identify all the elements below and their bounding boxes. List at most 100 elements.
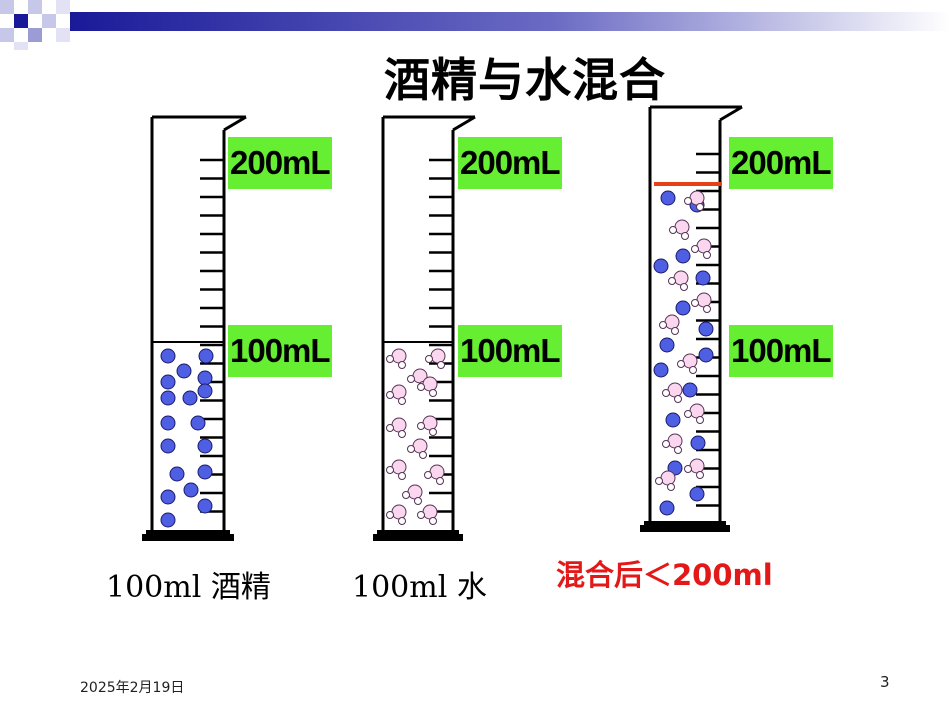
water-particle	[391, 417, 407, 433]
alcohol-particle	[160, 489, 176, 505]
water-particle-h	[398, 430, 406, 438]
water-particle	[660, 470, 676, 486]
water-particle-h	[414, 497, 422, 505]
water-particle-h	[689, 366, 697, 374]
alcohol-particle	[160, 438, 176, 454]
water-particle-h	[655, 477, 663, 485]
water-particle-h	[417, 383, 425, 391]
water-particle	[696, 238, 712, 254]
cylinder-alcohol-spout	[223, 115, 247, 132]
water-particle-h	[703, 251, 711, 259]
water-particle-h	[407, 375, 415, 383]
water-particle	[391, 384, 407, 400]
water-particle-h	[419, 451, 427, 459]
alcohol-particle	[197, 383, 213, 399]
alcohol-particle	[690, 435, 706, 451]
header-band	[0, 0, 950, 50]
water-particle-h	[691, 245, 699, 253]
alcohol-particle	[698, 347, 714, 363]
alcohol-particle	[182, 390, 198, 406]
alcohol-particle	[660, 190, 676, 206]
cylinder-alcohol-base-top	[146, 530, 230, 534]
water-particle-h	[429, 517, 437, 525]
water-particle-h	[402, 491, 410, 499]
water-particle-h	[674, 446, 682, 454]
cylinder-alcohol	[142, 115, 247, 541]
water-particle-h	[668, 277, 676, 285]
water-particle-h	[662, 389, 670, 397]
alcohol-particle	[659, 500, 675, 516]
water-particle-h	[680, 283, 688, 291]
water-particle-h	[684, 410, 692, 418]
alcohol-particle	[675, 300, 691, 316]
water-particle-h	[667, 483, 675, 491]
water-particle-h	[696, 203, 704, 211]
caption-water: 100ml 水	[352, 570, 487, 605]
water-particle-h	[386, 424, 394, 432]
water-particle	[407, 484, 423, 500]
water-particle	[422, 504, 438, 520]
slide-title: 酒精与水混合	[384, 53, 666, 107]
cylinder-water-base	[373, 534, 463, 541]
water-particle-h	[386, 391, 394, 399]
alcohol-particle	[190, 415, 206, 431]
water-particle-h	[674, 395, 682, 403]
water-particle-h	[703, 305, 711, 313]
water-particle-h	[696, 471, 704, 479]
alcohol-particle	[659, 337, 675, 353]
water-particle-h	[684, 197, 692, 205]
water-particle-h	[677, 360, 685, 368]
water-particle-h	[386, 355, 394, 363]
water-particle	[674, 219, 690, 235]
water-particle-h	[437, 361, 445, 369]
checker-squares-icon	[0, 0, 70, 50]
water-particle-h	[671, 327, 679, 335]
water-particle-h	[417, 422, 425, 430]
water-particle-h	[436, 477, 444, 485]
cylinder-water-label-100: 100mL	[458, 325, 562, 377]
alcohol-particle	[160, 512, 176, 528]
water-particle	[412, 438, 428, 454]
cylinder-water-base-top	[377, 530, 459, 534]
water-particle-h	[691, 299, 699, 307]
water-particle-h	[681, 232, 689, 240]
water-particle	[667, 433, 683, 449]
alcohol-particle	[665, 412, 681, 428]
water-particle	[689, 458, 705, 474]
water-particle	[391, 459, 407, 475]
cylinder-alcohol-label-200: 200mL	[228, 137, 332, 189]
footer-date: 2025年2月19日	[80, 680, 185, 696]
cylinder-mixture-label-100: 100mL	[729, 325, 833, 377]
caption-result: 混合后＜200ml	[556, 558, 773, 592]
water-particle	[429, 464, 445, 480]
water-particle-h	[662, 440, 670, 448]
water-particle	[422, 415, 438, 431]
water-particle-h	[429, 389, 437, 397]
water-particle	[664, 314, 680, 330]
water-particle-h	[398, 472, 406, 480]
alcohol-particle	[183, 482, 199, 498]
water-particle	[696, 292, 712, 308]
alcohol-particle	[682, 382, 698, 398]
alcohol-particle	[176, 363, 192, 379]
alcohol-particle	[689, 486, 705, 502]
water-particle-h	[425, 355, 433, 363]
water-particle-h	[398, 397, 406, 405]
water-particle	[689, 403, 705, 419]
water-particle	[667, 382, 683, 398]
water-particle	[391, 348, 407, 364]
cylinder-mixture-spout	[719, 105, 743, 122]
cylinder-water-label-200: 200mL	[458, 137, 562, 189]
water-particle	[391, 504, 407, 520]
alcohol-particle	[160, 415, 176, 431]
water-particle	[430, 348, 446, 364]
water-particle	[682, 353, 698, 369]
water-particle-h	[386, 466, 394, 474]
water-particle-h	[417, 511, 425, 519]
alcohol-particle	[197, 438, 213, 454]
water-particle	[689, 190, 705, 206]
alcohol-particle	[653, 362, 669, 378]
alcohol-particle	[698, 321, 714, 337]
alcohol-particle	[675, 248, 691, 264]
